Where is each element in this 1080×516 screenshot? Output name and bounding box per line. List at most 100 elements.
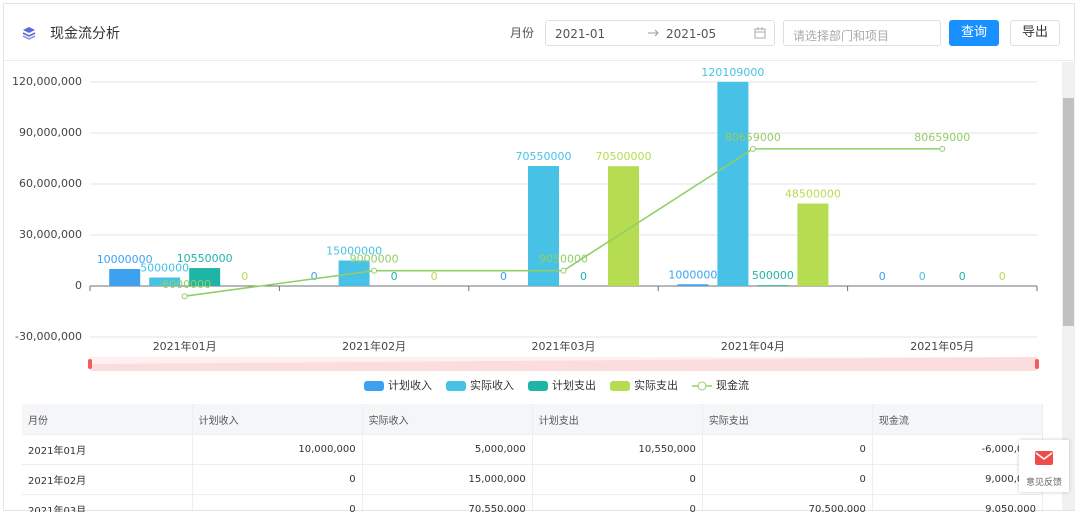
legend-label[interactable]: 实际支出 <box>634 378 678 392</box>
table-cell: 2021年02月 <box>22 464 193 495</box>
y-tick-label: 0 <box>75 279 82 292</box>
data-label: 0 <box>879 270 886 283</box>
bar <box>149 277 181 286</box>
data-label: 70500000 <box>596 150 652 163</box>
x-tick-label: 2021年05月 <box>910 339 974 353</box>
data-label: 0 <box>959 270 966 283</box>
data-label: 0 <box>431 270 438 283</box>
data-label: 1000000 <box>668 268 717 281</box>
column-header: 月份 <box>22 404 193 435</box>
y-tick-label: 120,000,000 <box>12 75 82 88</box>
table-cell: 2021年03月 <box>22 494 193 512</box>
table-cell: 5,000,000 <box>362 434 533 465</box>
table-cell: 70,500,000 <box>702 494 873 512</box>
table-cell: 0 <box>702 464 873 495</box>
data-label: -6000000 <box>158 278 211 291</box>
range-arrow <box>648 29 659 37</box>
y-tick-label: 30,000,000 <box>19 228 82 241</box>
data-label: 0 <box>391 270 398 283</box>
data-label: 48500000 <box>785 188 841 201</box>
data-label: 10000000 <box>97 253 153 266</box>
zoom-handle[interactable] <box>1035 359 1039 369</box>
data-label: 80659000 <box>725 131 781 144</box>
column-header: 计划支出 <box>532 404 703 435</box>
table-row: 2021年02月 0 15,000,000 0 0 9,000,000 <box>22 464 1043 495</box>
line-point <box>560 267 567 274</box>
end-date[interactable]: 2021-05 <box>666 27 717 41</box>
legend-point <box>697 381 707 391</box>
table-cell: 10,000,000 <box>192 434 363 465</box>
line <box>184 148 943 297</box>
legend-label[interactable]: 计划支出 <box>552 378 596 392</box>
header: 现金流分析 <box>4 4 1074 61</box>
y-tick-label: 90,000,000 <box>19 126 82 139</box>
data-label: 0 <box>311 270 318 283</box>
table-cell: 0 <box>192 494 363 512</box>
legend-label[interactable]: 实际收入 <box>470 378 514 392</box>
title-icon <box>22 27 36 40</box>
data-label: 0 <box>500 270 507 283</box>
start-date[interactable]: 2021-01 <box>555 27 606 41</box>
table-cell: 0 <box>702 434 873 465</box>
y-tick-label: -30,000,000 <box>15 330 82 343</box>
bar <box>757 285 789 286</box>
dept-select[interactable]: 请选择部门和项目 <box>783 20 941 46</box>
line-point <box>181 293 188 300</box>
feedback-icon <box>1035 451 1053 465</box>
bar <box>797 203 829 286</box>
data-label: 0 <box>919 270 926 283</box>
table-cell: 2021年01月 <box>22 434 193 465</box>
y-tick-label: 60,000,000 <box>19 177 82 190</box>
table-cell: -6,000,000 <box>872 434 1043 465</box>
data-label: 10550000 <box>177 252 233 265</box>
table-row: 2021年01月 10,000,000 5,000,000 10,550,000 0 -6… <box>22 434 1043 465</box>
date-range[interactable]: 2021-01 2021-05 <box>545 20 775 46</box>
table-cell: 15,000,000 <box>362 464 533 495</box>
bar <box>528 166 559 286</box>
data-label: 500000 <box>752 269 794 282</box>
table-cell: 0 <box>532 464 703 495</box>
table-cell: 9,000,000 <box>872 464 1043 495</box>
x-tick-label: 2021年03月 <box>532 339 596 353</box>
legend-label[interactable]: 计划收入 <box>388 378 432 392</box>
chart: -30,000,000 0 30,000,000 60,000,000 90,000,0… <box>12 66 1039 392</box>
scroll-thumb[interactable] <box>1063 98 1074 326</box>
legend-label[interactable]: 现金流 <box>716 378 749 392</box>
query-button[interactable]: 查询 <box>949 20 999 46</box>
bar <box>677 284 709 286</box>
data-label: 0 <box>241 270 248 283</box>
data-label: 120109000 <box>701 66 764 79</box>
column-header: 实际支出 <box>702 404 873 435</box>
x-tick-label: 2021年04月 <box>721 339 785 353</box>
column-header: 实际收入 <box>362 404 533 435</box>
data-label: 5000000 <box>140 262 189 275</box>
x-tick-label: 2021年02月 <box>342 339 406 353</box>
export-button[interactable]: 导出 <box>1010 20 1060 46</box>
line-point <box>939 145 946 152</box>
bar <box>189 268 221 286</box>
legend-swatch <box>610 381 630 391</box>
column-header: 现金流 <box>872 404 1043 435</box>
data-table: 月份 计划收入 实际收入 计划支出 实际支出 现金流 2021年01月 10,000,000 5… <box>22 404 1043 512</box>
data-label: 0 <box>580 270 587 283</box>
data-label: 80659000 <box>914 131 970 144</box>
data-label: 9050000 <box>539 253 588 266</box>
bar <box>717 81 749 286</box>
data-label: 9000000 <box>350 253 399 266</box>
legend-swatch <box>446 381 466 391</box>
table-cell: 0 <box>192 464 363 495</box>
bar <box>109 269 141 286</box>
table-cell: 10,550,000 <box>532 434 703 465</box>
zoom-slider[interactable] <box>90 357 1037 371</box>
zoom-handle[interactable] <box>88 359 92 369</box>
bar <box>608 166 639 286</box>
data-label: 70550000 <box>516 150 572 163</box>
month-label: 月份 <box>510 26 535 40</box>
feedback-text[interactable]: 意见反馈 <box>1025 478 1062 488</box>
feedback-widget[interactable]: 意见反馈 <box>1019 440 1069 492</box>
data-label: 15000000 <box>326 245 382 258</box>
column-header: 计划收入 <box>192 404 363 435</box>
data-label: 0 <box>999 270 1006 283</box>
table-cell: 0 <box>532 494 703 512</box>
